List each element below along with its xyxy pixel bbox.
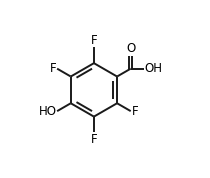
Text: F: F [91,34,97,47]
Text: F: F [131,105,138,118]
Text: F: F [91,133,97,146]
Text: HO: HO [38,105,56,118]
Text: O: O [126,42,135,55]
Text: OH: OH [144,62,162,75]
Text: F: F [50,62,56,75]
